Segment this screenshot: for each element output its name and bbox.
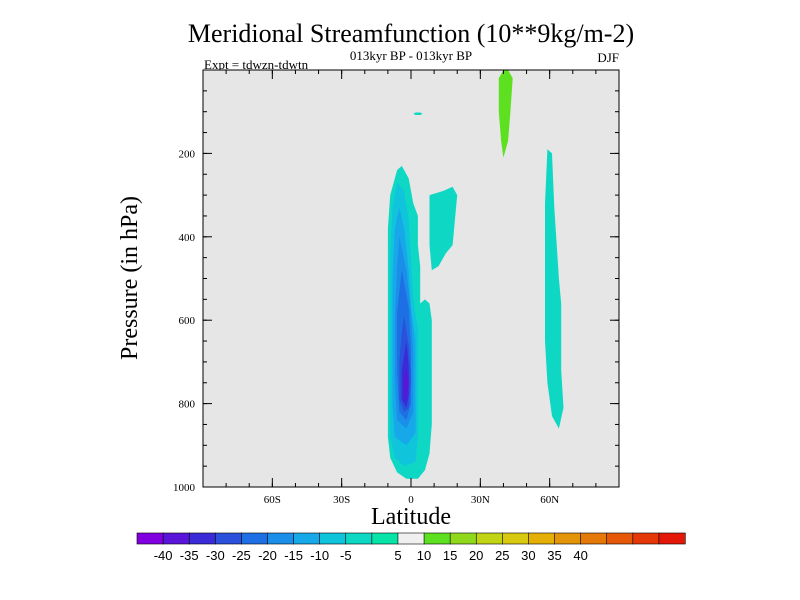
y-tick-label: 600 bbox=[179, 315, 196, 327]
colorbar-swatch bbox=[162, 532, 190, 545]
colorbar-swatch bbox=[293, 532, 321, 545]
chart-title: Meridional Streamfunction (10**9kg/m-2) bbox=[188, 19, 634, 48]
colorbar-swatch bbox=[528, 532, 556, 545]
colorbar-label: 30 bbox=[521, 548, 535, 563]
colorbar-label: -40 bbox=[154, 548, 173, 563]
colorbar-swatch bbox=[580, 532, 608, 545]
colorbar-swatch bbox=[345, 532, 373, 545]
contour-cell-nh-highlat-positive bbox=[545, 149, 564, 429]
y-tick-label: 200 bbox=[179, 148, 196, 160]
x-tick-label: 30S bbox=[333, 494, 350, 506]
colorbar-swatch bbox=[319, 532, 347, 545]
colorbar-swatch bbox=[658, 532, 686, 545]
colorbar-swatch bbox=[423, 532, 451, 545]
experiment-label: Expt = tdwzn-tdwtn bbox=[204, 57, 309, 72]
colorbar-swatch bbox=[136, 532, 164, 545]
colorbar-swatch bbox=[267, 532, 295, 545]
colorbar-label: -30 bbox=[206, 548, 225, 563]
colorbar: -40 -35 -30 -25 -20 -15 -10 -5 5 10 15 20 25 30 35 40 bbox=[136, 532, 686, 563]
plot-area: 60S 30S 0 30N 60N 200 400 600 800 1000 bbox=[173, 69, 620, 506]
y-axis-title: Pressure (in hPa) bbox=[117, 196, 143, 360]
contour-cell-nh-midlat-positive bbox=[498, 70, 513, 158]
colorbar-swatch bbox=[475, 532, 503, 545]
y-tick-label: 400 bbox=[179, 232, 196, 244]
colorbar-swatch bbox=[371, 532, 399, 545]
colorbar-label: 35 bbox=[547, 548, 561, 563]
colorbar-label: 10 bbox=[417, 548, 431, 563]
colorbar-label: -5 bbox=[340, 548, 352, 563]
contour-cell-nh-subtropics-positive bbox=[429, 186, 458, 271]
colorbar-label: 25 bbox=[495, 548, 509, 563]
x-tick-label: 60N bbox=[540, 494, 559, 506]
season-label: DJF bbox=[597, 50, 619, 65]
colorbar-swatch bbox=[554, 532, 582, 545]
colorbar-label: 20 bbox=[469, 548, 483, 563]
colorbar-label: -10 bbox=[310, 548, 329, 563]
colorbar-label: -15 bbox=[284, 548, 303, 563]
colorbar-label: -20 bbox=[258, 548, 277, 563]
y-tick-label: 800 bbox=[179, 399, 196, 411]
colorbar-swatch bbox=[188, 532, 216, 545]
colorbar-swatch bbox=[397, 532, 425, 545]
x-tick-label: 0 bbox=[408, 494, 414, 506]
colorbar-swatch bbox=[449, 532, 477, 545]
colorbar-swatch bbox=[241, 532, 269, 545]
colorbar-swatch bbox=[502, 532, 530, 545]
colorbar-swatch bbox=[214, 532, 242, 545]
colorbar-swatch bbox=[632, 532, 660, 545]
contour-cell-tropical-negative-40 bbox=[404, 366, 409, 400]
x-axis-title: Latitude bbox=[371, 504, 451, 530]
colorbar-swatch bbox=[606, 532, 634, 545]
x-tick-label: 30N bbox=[471, 494, 490, 506]
colorbar-label: 40 bbox=[573, 548, 587, 563]
colorbar-label: 5 bbox=[394, 548, 401, 563]
chart-subtitle: 013kyr BP - 013kyr BP bbox=[350, 48, 472, 63]
colorbar-label: 15 bbox=[443, 548, 457, 563]
colorbar-label: -35 bbox=[180, 548, 199, 563]
contour-cell-upper-tropics-nh bbox=[413, 112, 423, 115]
y-tick-label: 1000 bbox=[173, 482, 196, 494]
x-tick-label: 60S bbox=[264, 494, 281, 506]
colorbar-label: -25 bbox=[232, 548, 251, 563]
